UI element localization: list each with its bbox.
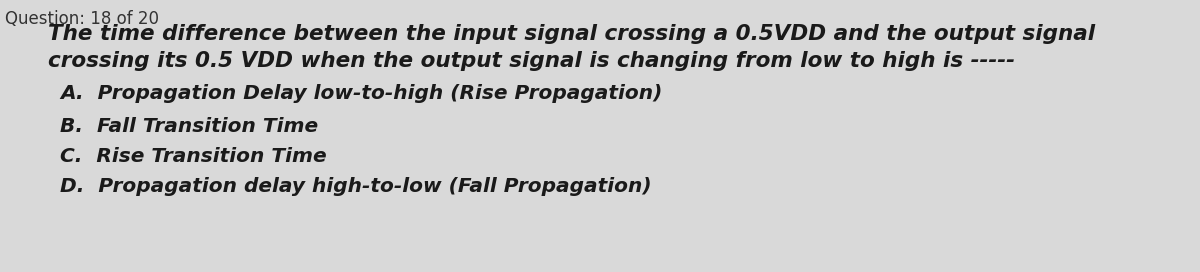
Text: C.  Rise Transition Time: C. Rise Transition Time (60, 147, 326, 166)
Text: B.  Fall Transition Time: B. Fall Transition Time (60, 117, 318, 136)
Text: A.  Propagation Delay low-to-high (Rise Propagation): A. Propagation Delay low-to-high (Rise P… (60, 84, 662, 103)
Text: The time difference between the input signal crossing a 0.5VDD and the output si: The time difference between the input si… (48, 24, 1096, 44)
Text: D.  Propagation delay high-to-low (Fall Propagation): D. Propagation delay high-to-low (Fall P… (60, 177, 652, 196)
Text: crossing its 0.5 VDD when the output signal is changing from low to high is ----: crossing its 0.5 VDD when the output sig… (48, 51, 1015, 71)
Text: Question: 18 of 20: Question: 18 of 20 (5, 10, 158, 28)
